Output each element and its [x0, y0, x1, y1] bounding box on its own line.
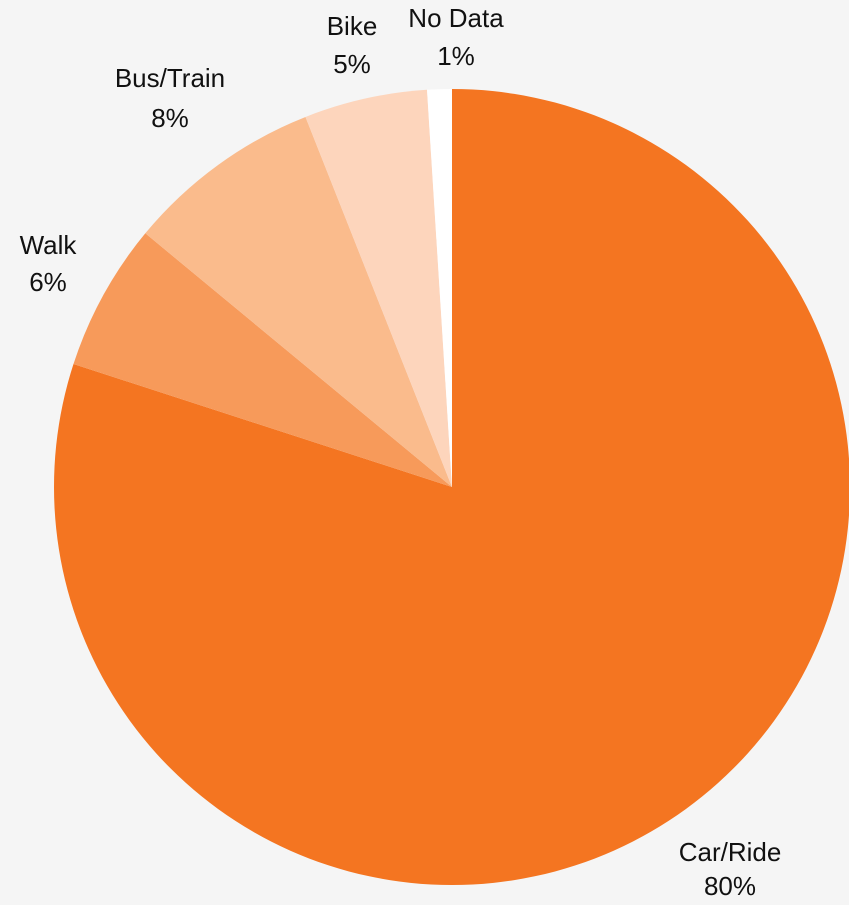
slice-value-label: 1% [437, 41, 475, 71]
slice-label: Walk [20, 230, 78, 260]
pie-slice [73, 233, 453, 487]
slice-label: Car/Ride [679, 837, 782, 867]
slice-label: No Data [408, 3, 504, 33]
slice-value-label: 80% [704, 871, 756, 901]
slice-label: Bike [327, 11, 378, 41]
pie-slice [145, 116, 452, 487]
pie-slice [305, 89, 452, 487]
slice-value-label: 8% [151, 103, 189, 133]
slice-value-label: 5% [333, 49, 371, 79]
slice-value-label: 6% [29, 267, 67, 297]
slice-label: Bus/Train [115, 63, 225, 93]
pie-slice [54, 89, 849, 885]
pie-slice [427, 89, 452, 487]
